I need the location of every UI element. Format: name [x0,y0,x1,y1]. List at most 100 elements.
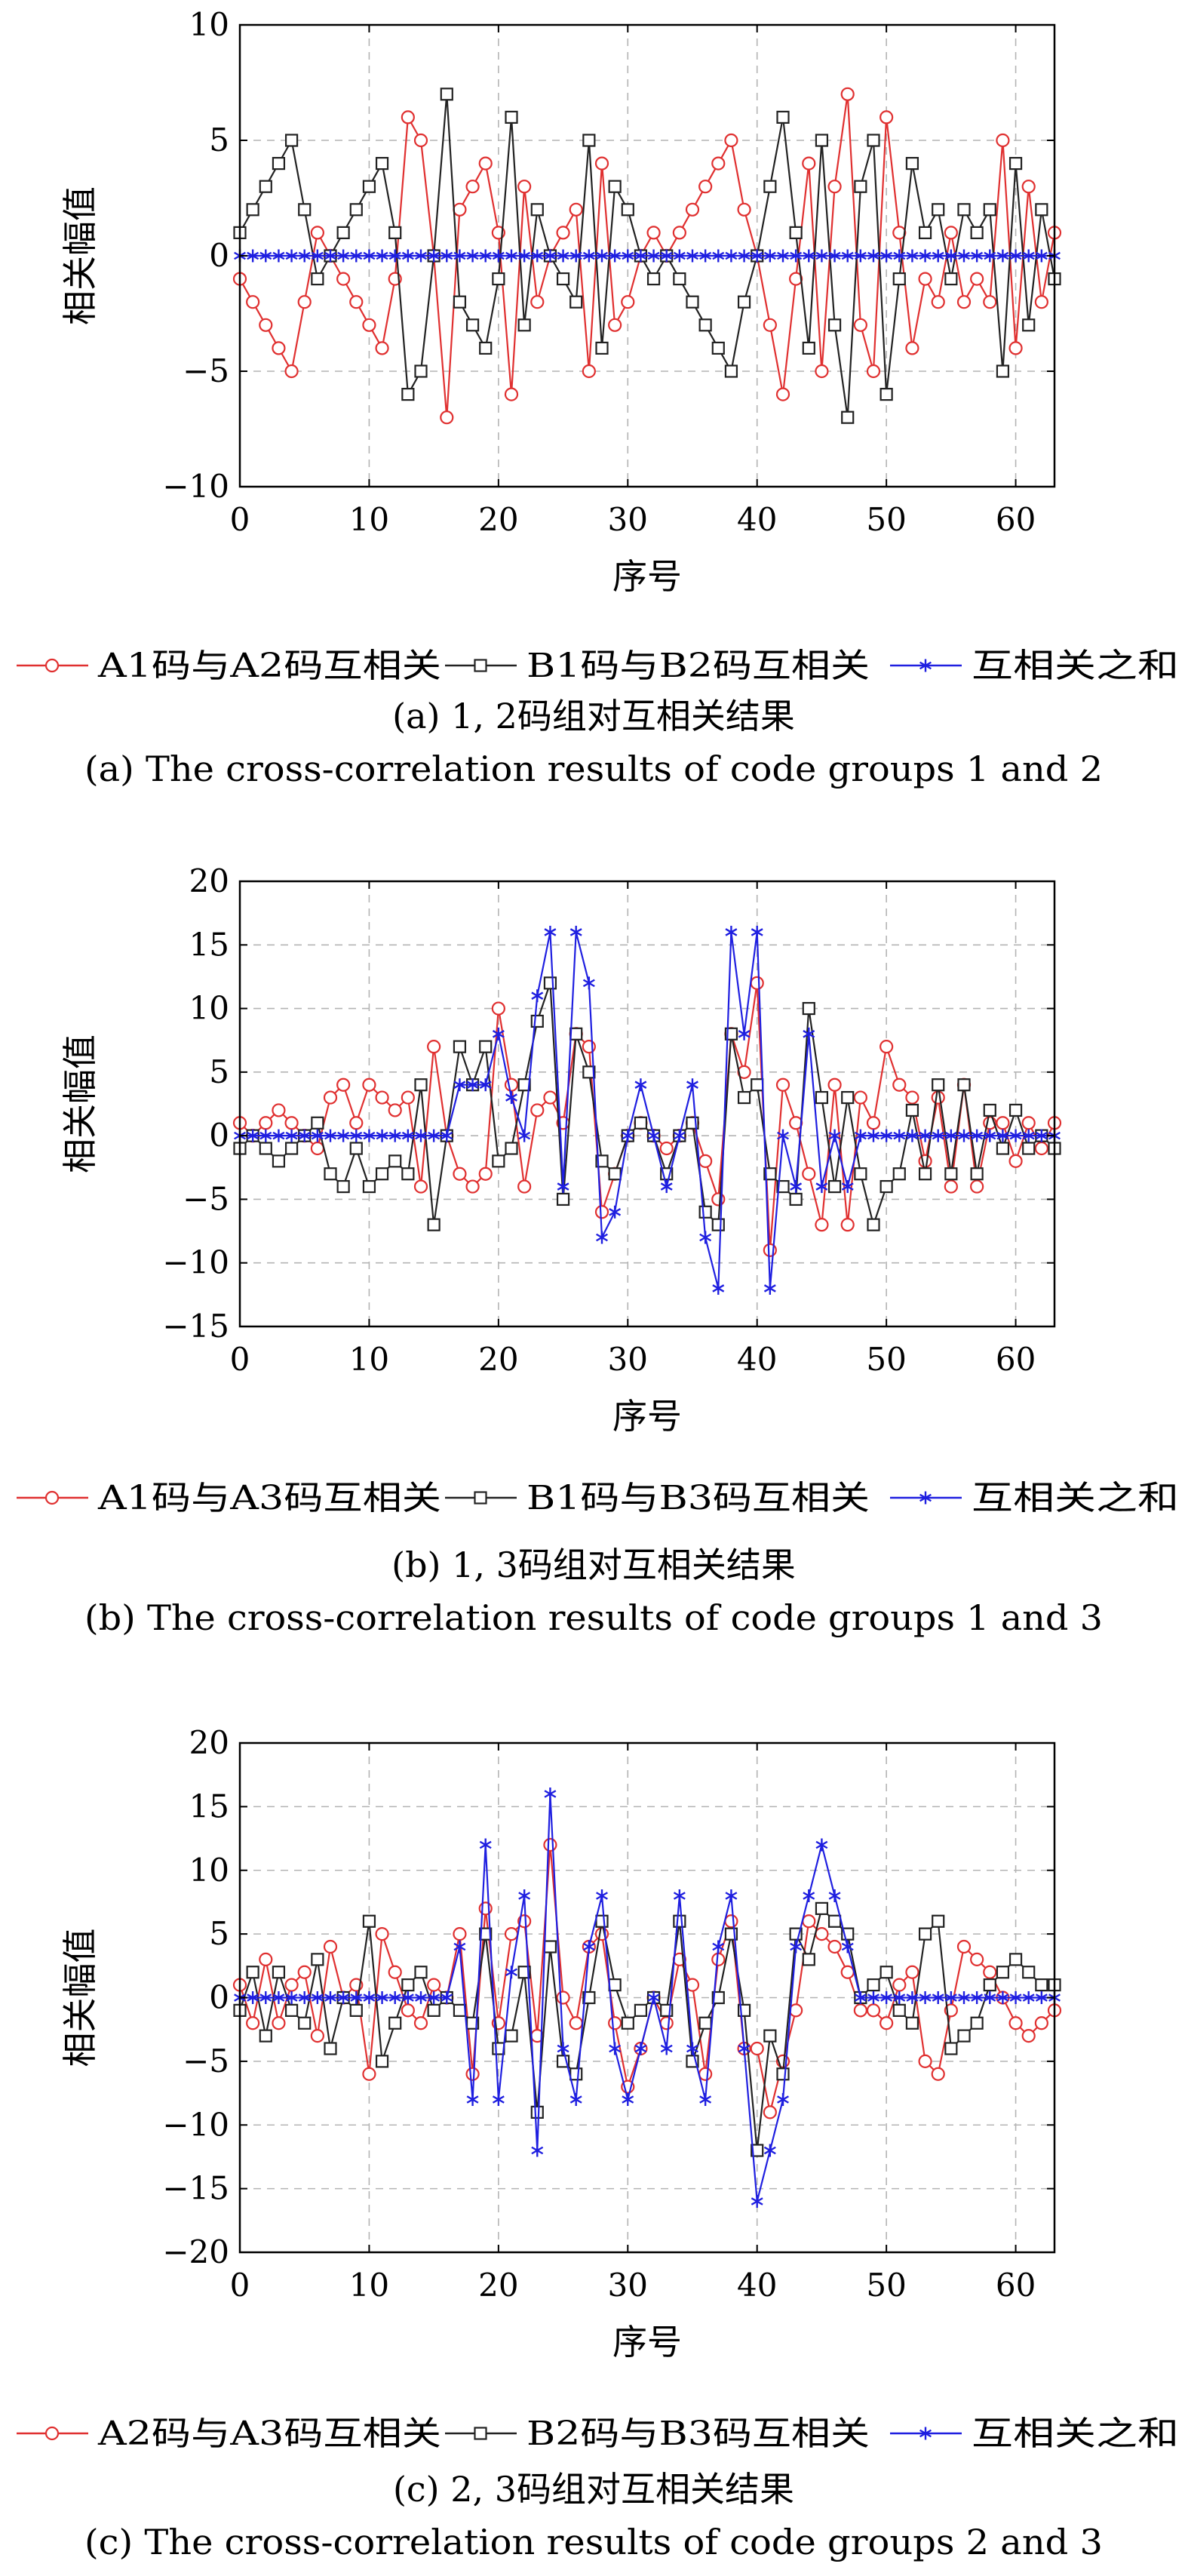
x-tick-label: 40 [737,501,777,538]
series-1-point [413,2016,428,2030]
series-3-point [518,1129,531,1142]
series-2-point [530,203,544,217]
series-3-point [569,2093,582,2106]
series-3-point [285,1991,298,2004]
series-1-point [789,272,803,286]
series-3-point [944,1129,957,1142]
series-2-point [996,364,1010,378]
series-3-point [790,1180,803,1194]
series-2-point [854,1167,867,1181]
series-2-point [427,1218,441,1231]
series-1-point [272,341,286,355]
series-1-point [1021,2029,1036,2043]
series-1-point [905,341,919,355]
series-1-point [970,1179,984,1194]
series-3-point [1009,1129,1022,1142]
series-3-point [777,2093,789,2106]
series-3-point [388,1129,401,1142]
series-2-point [827,1179,842,1194]
series-3-point [634,249,647,263]
x-axis-title: 序号 [612,1396,682,1437]
series-2-point [724,364,738,378]
series-1-point [879,1040,894,1054]
series-1-point [815,364,829,379]
series-1-point [582,364,596,379]
series-3-point [453,1078,466,1092]
series-1-point [349,1116,364,1130]
series-2-point [414,1966,428,1979]
series-2-point [815,1901,829,1915]
legend-item: 互相关之和 [890,1479,1179,1517]
series-2-point [1008,1953,1023,1966]
series-2-point [453,2003,467,2017]
y-tick-label: 15 [189,926,229,963]
series-3-point [944,1991,957,2004]
series-3-point [247,1129,259,1142]
series-3-point [285,1129,298,1142]
series-2-point [802,1001,815,1016]
series-2-point [298,203,312,217]
series-3-point [259,249,272,263]
x-tick-label: 10 [349,1341,389,1378]
series-3-point [984,249,996,263]
series-2-point [530,1014,544,1028]
series-2-point [582,1990,596,2005]
series-2-point [324,2042,337,2055]
x-tick-label: 60 [996,2267,1036,2304]
series-1-point [866,364,881,379]
series-1-point [362,318,376,332]
series-3-point [479,249,492,263]
series-3-point [1035,1129,1048,1142]
series-3-point [712,249,725,263]
legend: A2码与A3码互相关 B2码与B3码互相关 互相关之和 [17,2415,1179,2453]
series-1-point [401,2003,415,2018]
y-tick-label: 5 [209,121,229,158]
series-3-point [996,1129,1009,1142]
x-tick-label: 10 [349,2267,389,2304]
series-3-point [647,249,660,263]
series-3-point [725,249,738,263]
series-3-point [815,249,828,263]
series-1-point [815,1927,829,1941]
series-3-point [1035,1991,1048,2004]
series-1-point [827,180,842,194]
series-3-point [893,1991,906,2004]
series-3-point [971,1129,984,1142]
series-1-point [996,133,1010,148]
series-2-point [983,1978,996,1992]
series-3-point [828,1129,841,1142]
series-2-point [827,318,842,332]
series-1-point [853,318,867,332]
legend-item: B2码与B3码互相关 [445,2415,870,2453]
series-1-point [375,341,389,355]
series-2-point [789,1192,803,1207]
series-2-point [776,1179,790,1194]
series-1-point [918,272,932,286]
series-2-point [673,1914,686,1928]
series-1-point [724,1914,738,1929]
series-1-point [750,2041,764,2056]
series-3-point [622,249,634,263]
series-2-point [905,157,919,171]
series-1-point [827,1077,842,1092]
series-1-point [362,1077,376,1092]
series-3-point [841,1180,854,1194]
series-1-point [737,202,751,217]
series-3-point [971,249,984,263]
chart-panel-b: 0 10 20 30 40 50 60 −15 −10 −5 0 5 10 15 20 序号 相关幅值 A… [17,862,1179,1638]
series-3-point [441,249,453,263]
legend: A1码与A3码互相关 B1码与B3码互相关 互相关之和 [17,1479,1179,1517]
series-2-point [375,2055,389,2068]
series-3-point [622,2093,634,2106]
series-3-point [544,925,557,939]
series-2-point [983,203,996,217]
series-1-point [465,1179,480,1194]
series-2-point [621,2016,634,2030]
x-tick-label: 0 [230,2267,250,2304]
series-2-point [530,2105,544,2119]
series-2-point [932,203,945,217]
series-2-point [763,2029,777,2043]
series-1-point [866,2003,881,2018]
y-tick-label: 10 [189,6,229,43]
y-tick-label: 5 [209,1915,229,1952]
